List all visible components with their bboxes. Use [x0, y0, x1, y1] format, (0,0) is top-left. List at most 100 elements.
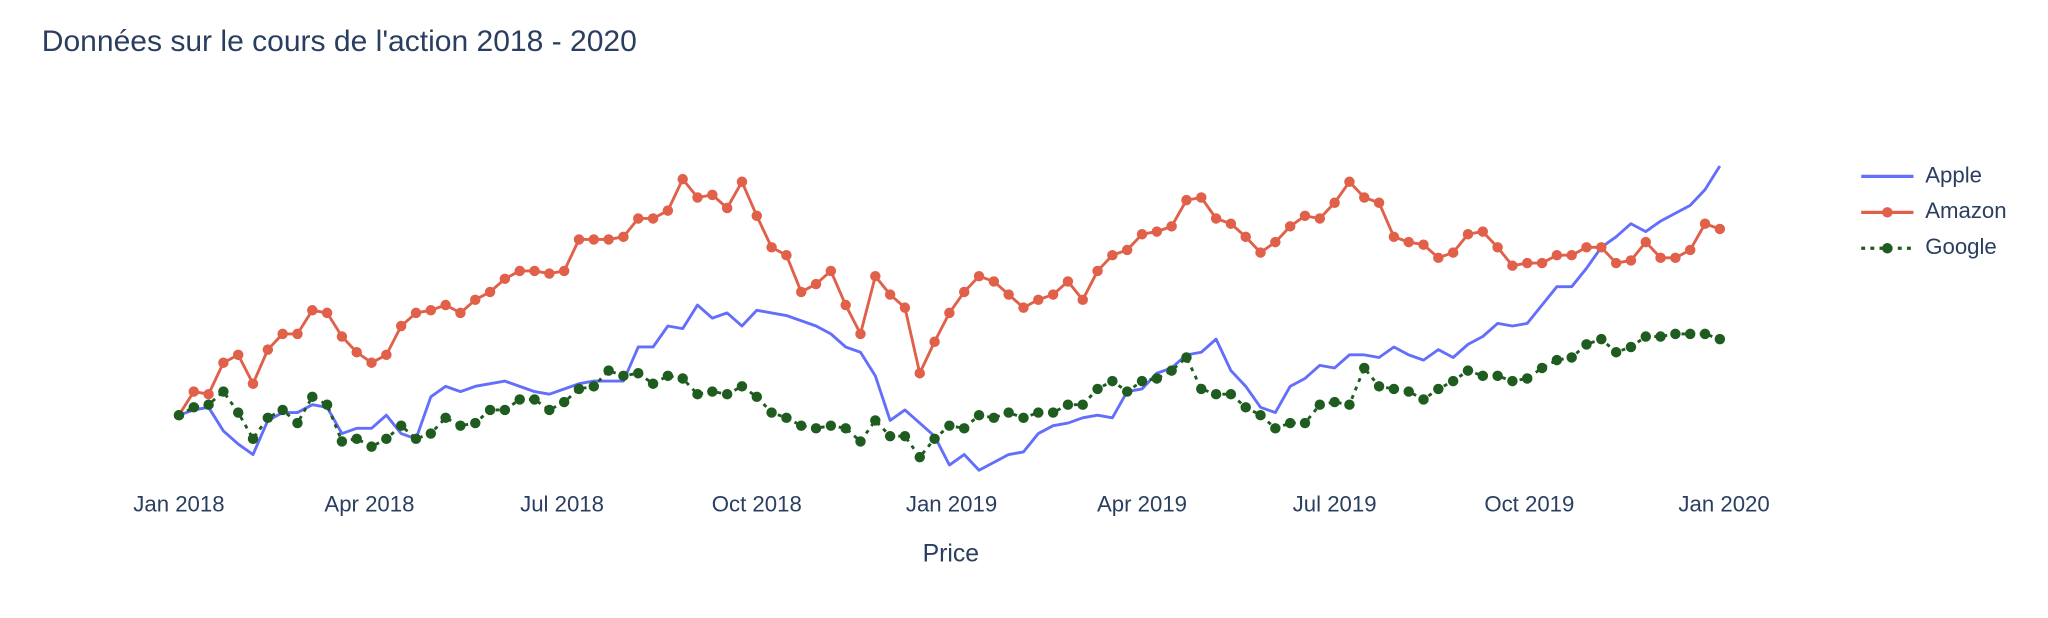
point — [1492, 242, 1503, 253]
point — [1092, 265, 1103, 277]
point — [1714, 333, 1726, 345]
point — [1522, 257, 1533, 269]
point — [707, 189, 718, 201]
point — [1551, 249, 1563, 261]
point — [588, 234, 600, 245]
point — [914, 451, 925, 463]
point — [1240, 402, 1251, 413]
point — [529, 394, 540, 405]
point — [692, 192, 703, 203]
point — [1225, 388, 1237, 400]
point — [544, 268, 555, 279]
point — [840, 423, 851, 434]
point — [944, 307, 955, 319]
point — [662, 205, 674, 216]
point — [1003, 407, 1014, 418]
point — [558, 265, 570, 277]
point — [425, 428, 437, 439]
series-line — [178, 165, 1722, 472]
point — [366, 357, 377, 368]
point — [1047, 289, 1059, 300]
point — [1655, 331, 1666, 342]
point — [618, 231, 629, 243]
point — [796, 286, 807, 298]
point — [1329, 396, 1340, 408]
point — [1462, 228, 1474, 240]
point — [1314, 399, 1326, 410]
point — [825, 265, 837, 277]
point — [958, 423, 970, 434]
point — [825, 420, 837, 431]
point — [1477, 370, 1489, 382]
point — [1522, 373, 1533, 384]
point — [647, 378, 659, 389]
point — [1270, 423, 1281, 434]
point — [870, 415, 881, 426]
point — [884, 430, 896, 442]
point — [247, 433, 259, 445]
point — [1181, 352, 1192, 363]
point — [1625, 341, 1637, 353]
point — [662, 370, 674, 382]
point — [1551, 354, 1563, 366]
point — [1181, 194, 1192, 206]
point — [647, 213, 659, 224]
point — [1255, 247, 1266, 258]
point — [1225, 218, 1237, 229]
point — [1359, 192, 1370, 203]
point — [751, 391, 763, 403]
point — [1240, 231, 1251, 243]
x-tick-label: Jul 2018 — [520, 491, 604, 516]
point — [292, 328, 303, 340]
point — [410, 307, 422, 319]
point — [810, 423, 822, 434]
point — [958, 286, 970, 298]
point — [855, 328, 866, 340]
point — [247, 378, 259, 389]
point — [292, 417, 303, 429]
chart-title: Données sur le cours de l'action 2018 - … — [42, 25, 637, 58]
point — [721, 202, 733, 214]
legend-label: Amazon — [1925, 198, 2006, 223]
point — [1284, 221, 1296, 232]
point — [381, 349, 392, 361]
point — [1670, 328, 1681, 340]
point — [944, 420, 955, 431]
point — [1329, 197, 1340, 208]
point — [1003, 289, 1014, 300]
point — [1714, 223, 1726, 235]
point — [677, 373, 688, 384]
point — [573, 234, 585, 245]
point — [1018, 302, 1029, 313]
point — [262, 412, 274, 424]
x-axis-title: Price — [923, 541, 980, 568]
point — [1477, 226, 1489, 237]
point — [440, 412, 451, 424]
point — [1699, 218, 1711, 229]
point — [1047, 407, 1059, 418]
point — [1536, 362, 1548, 374]
point — [692, 388, 703, 400]
point — [988, 276, 1000, 287]
point — [1462, 365, 1474, 376]
point — [929, 336, 940, 347]
point — [381, 433, 392, 445]
point — [781, 249, 792, 261]
series-line — [177, 177, 1721, 416]
point — [914, 368, 925, 379]
point — [781, 412, 792, 424]
point — [1388, 231, 1400, 243]
point — [870, 270, 881, 282]
point — [1433, 252, 1444, 264]
point — [1640, 331, 1651, 342]
point — [232, 407, 244, 418]
point — [1136, 228, 1148, 240]
point — [440, 299, 451, 311]
point — [1418, 239, 1429, 250]
point — [558, 396, 570, 408]
point — [321, 399, 333, 410]
series — [173, 173, 1726, 421]
point — [766, 242, 777, 253]
point — [633, 368, 644, 379]
